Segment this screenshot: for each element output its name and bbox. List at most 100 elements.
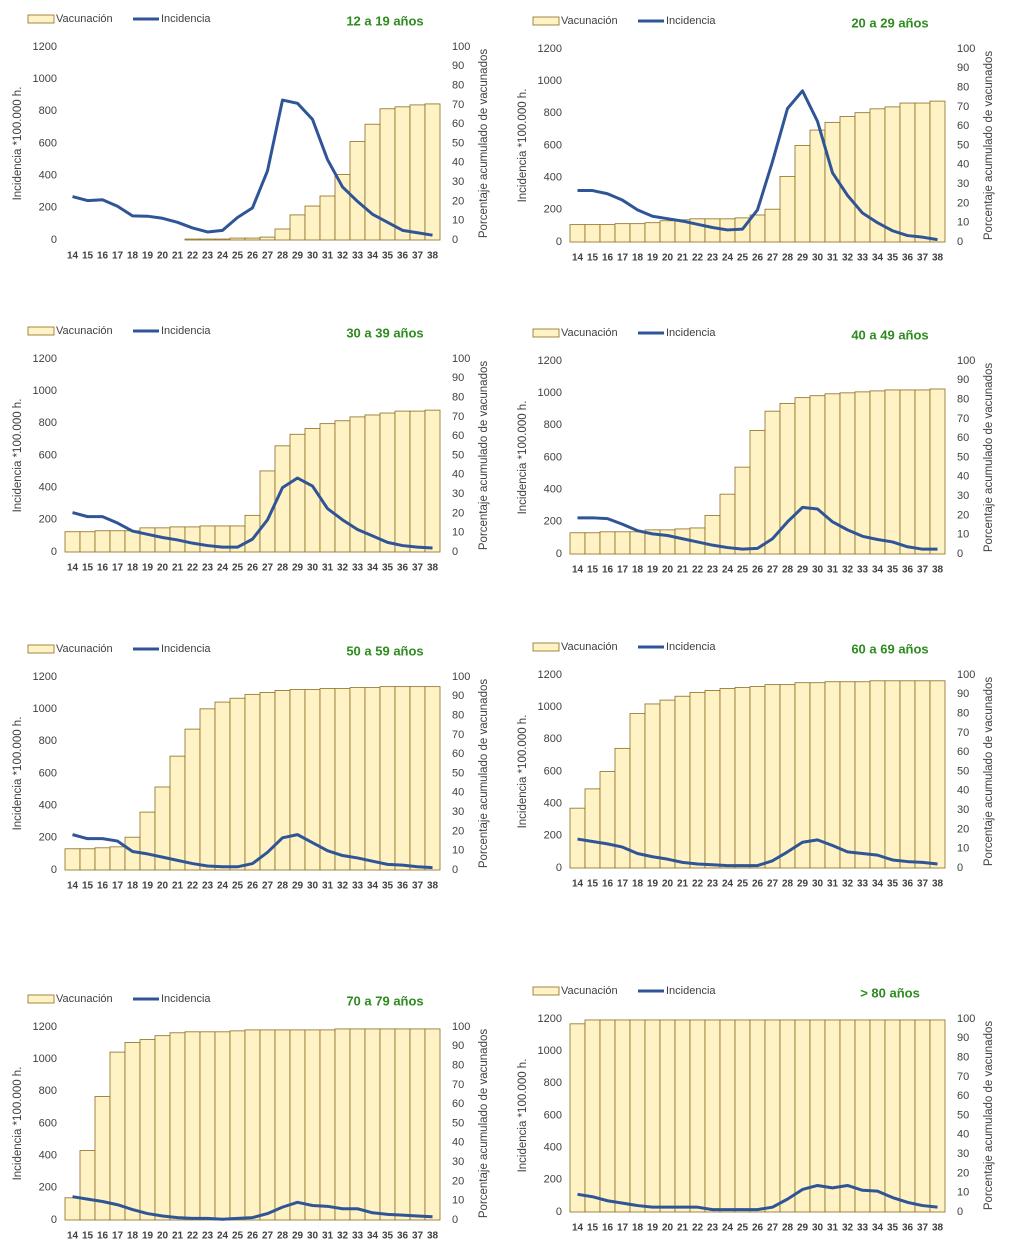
bar (914, 1019, 931, 1213)
x-tick-label: 19 (142, 251, 154, 262)
x-tick-label: 26 (247, 1231, 259, 1242)
chart: 30 a 39 años Incidencia *100.000 h. Porcen… (12, 325, 490, 574)
bar (199, 708, 216, 871)
x-tick-label: 18 (127, 563, 139, 574)
x-tick-label: 14 (67, 563, 79, 574)
bar (214, 701, 231, 871)
y-tick-label: 800 (39, 105, 57, 117)
x-tick-label: 15 (82, 1231, 94, 1242)
y-tick-label: 1000 (33, 73, 57, 85)
legend-label: Vacunación (56, 643, 113, 655)
x-tick-label: 31 (322, 563, 334, 574)
chart-title: 60 a 69 años (851, 641, 928, 656)
y-tick-label: 400 (544, 172, 562, 184)
y2-tick-label: 0 (957, 1206, 963, 1218)
x-tick-label: 21 (172, 1231, 184, 1242)
bar (364, 414, 381, 553)
x-tick-label: 36 (902, 565, 914, 576)
x-tick-label: 17 (112, 881, 124, 892)
x-tick-label: 15 (587, 253, 599, 264)
bar (139, 811, 156, 871)
x-tick-label: 33 (857, 879, 869, 890)
x-tick-label: 28 (782, 253, 794, 264)
bar (704, 690, 721, 869)
bar (779, 175, 796, 243)
bar (899, 389, 916, 555)
x-tick-label: 36 (902, 879, 914, 890)
x-tick-label: 18 (632, 253, 644, 264)
x-tick-label: 31 (827, 253, 839, 264)
bar (334, 420, 351, 553)
x-tick-label: 18 (127, 881, 139, 892)
x-tick-label: 23 (707, 879, 719, 890)
bar (704, 1019, 721, 1213)
legend-swatch (532, 16, 560, 26)
y2-tick-label: 60 (957, 432, 969, 444)
y2-tick-label: 90 (957, 688, 969, 700)
y2-tick-label: 20 (452, 825, 464, 837)
x-tick-label: 24 (217, 1231, 229, 1242)
x-tick-label: 34 (872, 1223, 884, 1234)
y-tick-label: 1000 (538, 701, 562, 713)
y2-tick-label: 10 (452, 527, 464, 539)
x-tick-label: 38 (932, 565, 944, 576)
y2-tick-label: 50 (957, 765, 969, 777)
x-tick-label: 37 (412, 563, 424, 574)
bar (614, 1019, 631, 1213)
y2-tick-label: 80 (452, 1060, 464, 1072)
y-axis-label: Incidencia *100.000 h. (517, 715, 529, 829)
bar (319, 688, 336, 871)
x-tick-label: 35 (887, 1223, 899, 1234)
line (72, 833, 433, 870)
x-tick-label: 17 (112, 1231, 124, 1242)
chart-title: 70 a 79 años (346, 993, 423, 1008)
bar (764, 208, 781, 243)
bar (914, 102, 931, 243)
x-tick-label: 33 (857, 1223, 869, 1234)
bar (109, 530, 126, 553)
x-tick-label: 25 (737, 565, 749, 576)
legend-label: Incidencia (161, 325, 211, 337)
bar (199, 525, 216, 553)
x-tick-label: 38 (427, 563, 439, 574)
x-tick-label: 22 (187, 251, 199, 262)
y-tick-label: 400 (544, 1142, 562, 1154)
bar (379, 686, 396, 871)
x-tick-label: 15 (587, 879, 599, 890)
x-tick-label: 14 (67, 251, 79, 262)
y2-tick-label: 50 (957, 1109, 969, 1121)
bar (839, 681, 856, 869)
y-tick-label: 200 (544, 516, 562, 528)
x-tick-label: 27 (262, 563, 274, 574)
legend-swatch (27, 994, 55, 1004)
bar (289, 689, 306, 871)
y2-tick-label: 80 (452, 710, 464, 722)
x-tick-label: 36 (397, 563, 409, 574)
x-tick-label: 19 (647, 1223, 659, 1234)
bar (929, 388, 946, 555)
x-tick-label: 15 (587, 1223, 599, 1234)
x-tick-label: 37 (917, 565, 929, 576)
bar (824, 393, 841, 555)
y-axis-label: Incidencia *100.000 h. (12, 717, 24, 831)
y2-tick-label: 0 (957, 236, 963, 248)
y-tick-label: 200 (544, 1174, 562, 1186)
bar (854, 391, 871, 555)
y2-axis-label: Porcentaje acumulado de vacunados (478, 49, 490, 238)
x-tick-label: 36 (397, 251, 409, 262)
x-tick-label: 16 (602, 879, 614, 890)
y-axis-label: Incidencia *100.000 h. (517, 89, 529, 203)
y2-tick-label: 100 (452, 1021, 470, 1033)
x-tick-label: 27 (262, 881, 274, 892)
bar (839, 116, 856, 243)
x-tick-label: 23 (707, 1223, 719, 1234)
bar (809, 1019, 826, 1213)
x-tick-label: 23 (707, 565, 719, 576)
bar (409, 1028, 426, 1221)
bar (809, 129, 826, 243)
bar (214, 1031, 231, 1221)
y-tick-label: 600 (544, 451, 562, 463)
bar (599, 1019, 616, 1213)
line (72, 1195, 433, 1221)
